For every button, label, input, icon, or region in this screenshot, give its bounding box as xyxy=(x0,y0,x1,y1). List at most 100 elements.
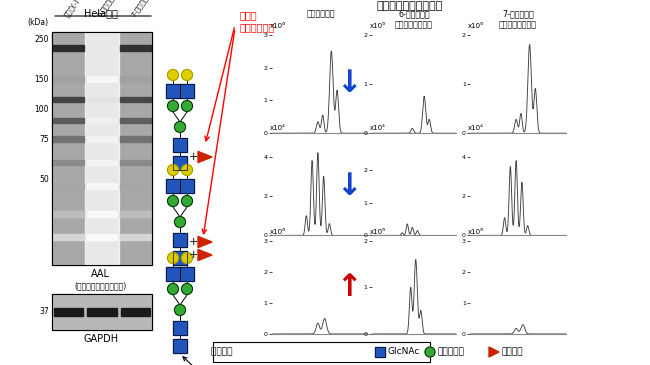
Bar xyxy=(173,156,187,170)
Ellipse shape xyxy=(181,253,192,264)
Bar xyxy=(120,118,151,123)
Bar xyxy=(120,211,151,217)
Text: x10⁴: x10⁴ xyxy=(270,125,285,131)
Bar xyxy=(52,294,152,330)
Bar xyxy=(173,233,187,247)
Text: x10⁴: x10⁴ xyxy=(468,125,484,131)
Text: Hela細胞: Hela細胞 xyxy=(84,8,118,18)
Bar xyxy=(53,211,84,217)
Bar xyxy=(166,179,180,193)
Bar xyxy=(180,267,194,281)
Text: x10⁶: x10⁶ xyxy=(468,23,484,29)
Text: 7-アルキニル
フコース処理細胞: 7-アルキニル フコース処理細胞 xyxy=(499,9,537,29)
Bar xyxy=(120,160,151,165)
Text: 6-アルキニル: 6-アルキニル xyxy=(97,0,118,18)
Ellipse shape xyxy=(181,196,192,207)
Bar xyxy=(52,32,152,265)
Polygon shape xyxy=(198,249,212,261)
Text: ↓: ↓ xyxy=(335,172,361,201)
Bar xyxy=(213,342,430,362)
Bar xyxy=(180,179,194,193)
Text: +: + xyxy=(188,237,198,247)
Bar xyxy=(85,32,119,265)
Polygon shape xyxy=(198,237,212,247)
Bar xyxy=(53,45,84,51)
Bar xyxy=(375,347,385,357)
Ellipse shape xyxy=(174,122,185,132)
Bar xyxy=(173,339,187,353)
Bar xyxy=(166,84,180,98)
Bar xyxy=(86,160,118,165)
Ellipse shape xyxy=(181,284,192,295)
Bar xyxy=(119,32,152,265)
Text: +: + xyxy=(188,152,198,162)
Bar xyxy=(173,156,187,170)
Bar xyxy=(53,97,84,103)
Text: x10⁴: x10⁴ xyxy=(370,125,386,131)
Bar xyxy=(166,84,180,98)
Bar xyxy=(173,138,187,152)
Text: 50: 50 xyxy=(39,176,49,184)
Bar xyxy=(173,251,187,265)
Text: 100: 100 xyxy=(34,105,49,115)
Text: +: + xyxy=(188,250,198,260)
Bar xyxy=(166,179,180,193)
Bar xyxy=(86,45,118,51)
Bar xyxy=(86,76,118,81)
Bar xyxy=(86,234,118,240)
Text: GlcNAc: GlcNAc xyxy=(387,347,419,357)
Bar xyxy=(54,308,83,316)
Bar xyxy=(120,234,151,240)
Bar xyxy=(87,308,117,316)
Ellipse shape xyxy=(168,165,179,176)
Ellipse shape xyxy=(168,100,179,111)
Text: x10⁶: x10⁶ xyxy=(468,229,484,235)
Text: GAPDH: GAPDH xyxy=(83,334,118,344)
Bar xyxy=(166,267,180,281)
Text: フコース: フコース xyxy=(501,347,523,357)
Text: 化合物(-): 化合物(-) xyxy=(63,0,81,18)
Bar xyxy=(53,136,84,142)
Bar xyxy=(120,136,151,142)
Text: 細胞由来の糖鎖の分析: 細胞由来の糖鎖の分析 xyxy=(376,1,443,11)
Bar xyxy=(173,321,187,335)
Bar xyxy=(121,308,150,316)
Ellipse shape xyxy=(174,216,185,227)
Bar xyxy=(173,233,187,247)
Ellipse shape xyxy=(181,165,192,176)
Bar xyxy=(52,32,85,265)
Bar xyxy=(53,160,84,165)
Bar xyxy=(120,97,151,103)
Text: 糖の記号: 糖の記号 xyxy=(211,347,239,357)
Bar xyxy=(53,118,84,123)
Bar xyxy=(173,339,187,353)
Text: (フコース認識レクチン): (フコース認識レクチン) xyxy=(75,281,127,291)
Ellipse shape xyxy=(174,304,185,315)
Text: x10⁶: x10⁶ xyxy=(270,229,286,235)
Text: 主要な: 主要な xyxy=(240,10,257,20)
Bar xyxy=(86,183,118,189)
Polygon shape xyxy=(198,151,212,162)
Bar xyxy=(120,76,151,81)
Bar xyxy=(86,211,118,217)
Bar xyxy=(173,138,187,152)
Ellipse shape xyxy=(425,347,435,357)
Text: (kDa): (kDa) xyxy=(27,18,49,27)
Bar xyxy=(120,45,151,51)
Text: ↑: ↑ xyxy=(335,273,361,302)
Polygon shape xyxy=(489,347,499,357)
Text: x10⁶: x10⁶ xyxy=(370,229,386,235)
Bar xyxy=(52,32,152,265)
Text: 37: 37 xyxy=(39,307,49,316)
Bar xyxy=(53,234,84,240)
Bar xyxy=(86,97,118,103)
Text: x10⁶: x10⁶ xyxy=(370,23,386,29)
Bar xyxy=(375,347,385,357)
Text: 250: 250 xyxy=(34,35,49,45)
Bar xyxy=(180,84,194,98)
Bar xyxy=(120,183,151,189)
Bar xyxy=(86,136,118,142)
Bar xyxy=(180,84,194,98)
Text: 150: 150 xyxy=(34,76,49,85)
Ellipse shape xyxy=(168,196,179,207)
